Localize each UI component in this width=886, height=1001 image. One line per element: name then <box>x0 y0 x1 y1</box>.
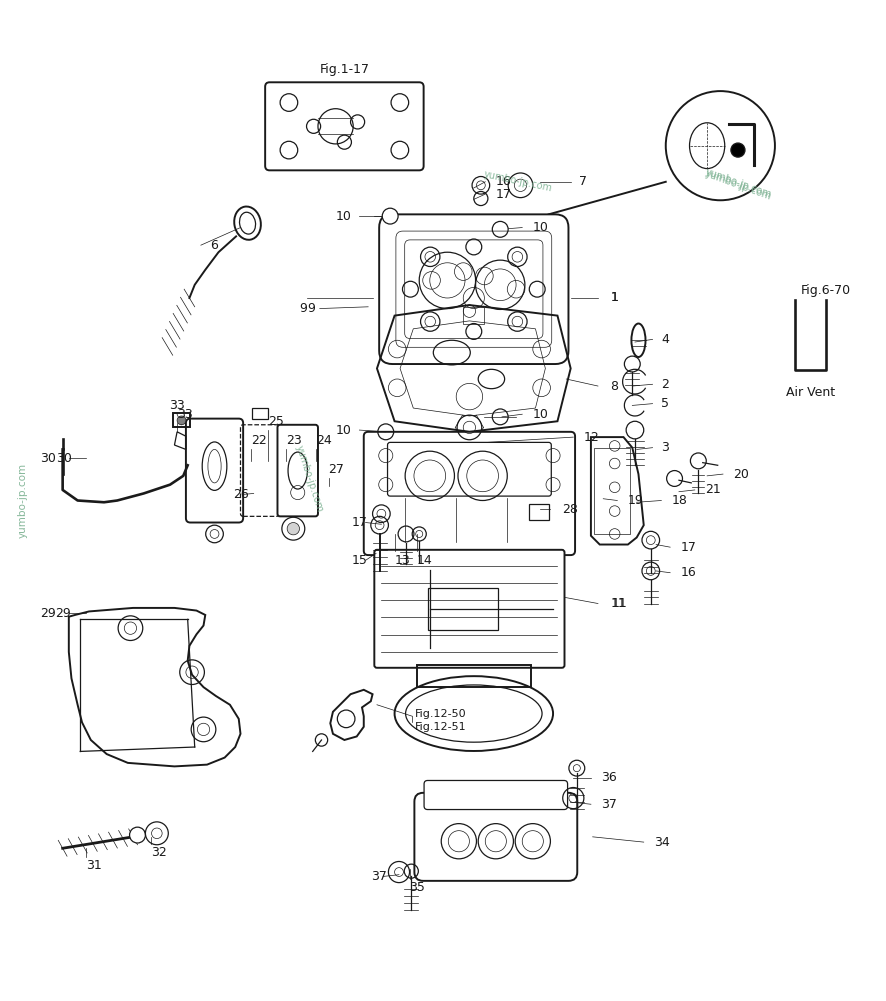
Text: 1: 1 <box>610 291 618 304</box>
Circle shape <box>382 208 398 224</box>
Circle shape <box>287 523 299 535</box>
Text: 30: 30 <box>56 451 72 464</box>
Text: Fig.12-51: Fig.12-51 <box>415 722 466 732</box>
Text: 10: 10 <box>532 407 548 420</box>
Text: 22: 22 <box>251 434 267 447</box>
FancyBboxPatch shape <box>379 214 569 364</box>
Text: 34: 34 <box>654 836 670 849</box>
Text: 1: 1 <box>610 291 618 304</box>
Text: 9: 9 <box>299 302 307 315</box>
Text: 6: 6 <box>210 238 218 251</box>
FancyBboxPatch shape <box>374 550 564 668</box>
Circle shape <box>731 143 745 157</box>
Text: 15: 15 <box>352 554 368 567</box>
Text: 17: 17 <box>352 516 368 529</box>
Circle shape <box>493 221 509 237</box>
Text: 28: 28 <box>562 503 578 516</box>
FancyBboxPatch shape <box>364 431 575 556</box>
Text: 33: 33 <box>177 407 193 420</box>
FancyBboxPatch shape <box>415 793 578 881</box>
Text: 17: 17 <box>496 187 512 200</box>
Text: 31: 31 <box>87 860 102 873</box>
Text: 12: 12 <box>584 430 600 443</box>
Text: 14: 14 <box>416 554 432 567</box>
Text: yumbo-jp.com: yumbo-jp.com <box>483 169 553 193</box>
Text: 17: 17 <box>680 541 696 554</box>
Text: 24: 24 <box>316 434 332 447</box>
FancyBboxPatch shape <box>277 424 318 517</box>
Bar <box>463 306 485 324</box>
Text: yumbo-jp.com: yumbo-jp.com <box>18 462 28 539</box>
Text: 10: 10 <box>336 423 352 436</box>
Text: Fig.12-50: Fig.12-50 <box>415 709 466 719</box>
Text: Fig.6-70: Fig.6-70 <box>801 284 851 297</box>
Text: 29: 29 <box>56 607 72 620</box>
Text: 23: 23 <box>286 434 302 447</box>
Text: yumbo-jp.com: yumbo-jp.com <box>293 443 325 514</box>
Text: 18: 18 <box>672 494 688 507</box>
FancyBboxPatch shape <box>186 418 243 523</box>
Text: 27: 27 <box>329 463 345 476</box>
Text: 11: 11 <box>612 597 628 610</box>
Text: 21: 21 <box>705 483 721 496</box>
Text: 16: 16 <box>680 567 696 580</box>
Bar <box>252 408 268 418</box>
Text: 3: 3 <box>661 441 669 454</box>
Circle shape <box>177 416 186 424</box>
Circle shape <box>129 827 145 843</box>
Text: 13: 13 <box>394 554 410 567</box>
Bar <box>428 588 499 630</box>
Text: 11: 11 <box>610 597 626 610</box>
FancyBboxPatch shape <box>265 82 424 170</box>
Text: 8: 8 <box>610 379 618 392</box>
Text: Fig.1-17: Fig.1-17 <box>319 63 369 76</box>
Text: 16: 16 <box>496 175 511 188</box>
Text: 4: 4 <box>661 333 669 346</box>
Text: 37: 37 <box>602 798 618 811</box>
Text: 2: 2 <box>661 377 669 390</box>
Text: 10: 10 <box>532 221 548 234</box>
Bar <box>173 413 190 427</box>
Text: 10: 10 <box>336 209 352 222</box>
Bar <box>595 447 630 534</box>
Text: 32: 32 <box>151 846 167 859</box>
Text: 25: 25 <box>268 414 284 427</box>
Text: 5: 5 <box>661 397 669 410</box>
Text: 26: 26 <box>233 487 249 500</box>
Text: 37: 37 <box>371 870 386 883</box>
Text: 19: 19 <box>628 494 643 507</box>
Text: 30: 30 <box>40 451 56 464</box>
Text: 20: 20 <box>734 467 750 480</box>
Text: 35: 35 <box>409 882 425 895</box>
Bar <box>529 505 548 520</box>
FancyBboxPatch shape <box>424 781 568 810</box>
Text: yumbo-jp.com: yumbo-jp.com <box>703 167 773 200</box>
Text: yumbo-jp.com: yumbo-jp.com <box>703 168 773 202</box>
Text: 33: 33 <box>169 399 185 412</box>
Text: Air Vent: Air Vent <box>787 386 835 399</box>
Text: 9: 9 <box>307 302 315 315</box>
Text: 36: 36 <box>602 772 618 785</box>
Text: 29: 29 <box>40 607 56 620</box>
Text: 7: 7 <box>579 175 587 188</box>
